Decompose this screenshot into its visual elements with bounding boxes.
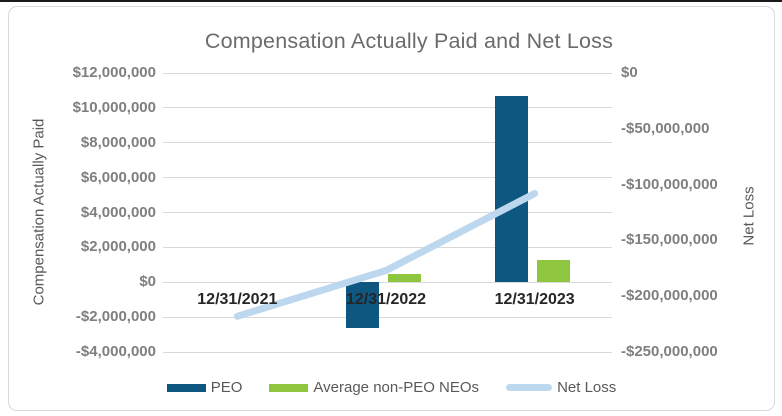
category-label: 12/31/2021 <box>197 291 278 309</box>
right-axis-tick-label: -$250,000,000 <box>621 343 718 360</box>
left-axis-tick-label: $0 <box>139 273 156 291</box>
right-axis-tick-label: $0 <box>621 64 638 81</box>
chart-frame: Compensation Actually Paid and Net Loss … <box>8 6 775 411</box>
right-axis-tick-label: -$200,000,000 <box>621 287 718 305</box>
right-axis-tick-label: -$50,000,000 <box>621 119 710 137</box>
peo-swatch-icon <box>166 383 206 392</box>
left-axis-tick-label: $2,000,000 <box>80 238 156 256</box>
left-axis-tick-label: $8,000,000 <box>80 133 156 151</box>
gridline <box>163 177 612 179</box>
left-axis-tick-label: $12,000,000 <box>72 64 156 81</box>
left-axis-tick-label: -$2,000,000 <box>75 308 156 326</box>
legend-label-non-peo-neos: Average non-PEO NEOs <box>313 379 480 396</box>
gridline <box>163 212 612 213</box>
right-axis-tick-label: -$100,000,000 <box>621 175 718 193</box>
gridline <box>163 142 612 144</box>
legend-item-net-loss: Net Loss <box>506 379 616 396</box>
legend: PEO Average non-PEO NEOs Net Loss <box>9 379 774 396</box>
right-axis-title: Net Loss <box>740 186 758 246</box>
chart-title: Compensation Actually Paid and Net Loss <box>204 29 614 53</box>
gridline <box>163 107 612 109</box>
bar-non-peo-neos <box>388 273 421 283</box>
gridline <box>163 72 612 74</box>
gridline <box>163 316 612 318</box>
bar-peo <box>494 95 528 283</box>
gridline <box>163 351 612 353</box>
non-peo-neos-swatch-icon <box>269 383 309 392</box>
left-axis-tick-label: $10,000,000 <box>72 98 156 116</box>
legend-label-net-loss: Net Loss <box>557 379 617 396</box>
right-axis-tick-label: -$150,000,000 <box>621 231 718 249</box>
net-loss-swatch-icon <box>506 384 553 391</box>
legend-label-peo: PEO <box>210 379 243 396</box>
category-label: 12/31/2022 <box>345 291 427 309</box>
legend-item-peo: PEO <box>166 379 243 396</box>
gridline <box>163 246 612 248</box>
bar-non-peo-neos <box>536 259 570 283</box>
left-axis-tick-label: $6,000,000 <box>80 168 156 186</box>
legend-item-non-peo-neos: Average non-PEO NEOs <box>269 379 479 396</box>
top-border-line <box>0 0 782 2</box>
category-label: 12/31/2023 <box>494 291 575 309</box>
left-axis-tick-label: -$4,000,000 <box>75 343 156 360</box>
left-axis-tick-label: $4,000,000 <box>80 203 156 221</box>
